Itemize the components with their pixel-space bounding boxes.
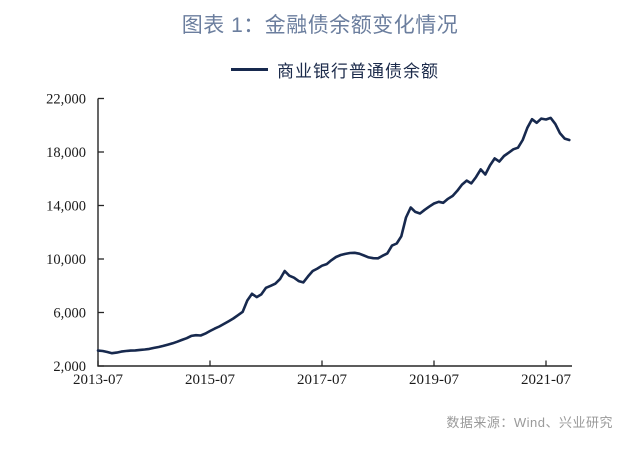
y-tick-label: 10,000: [46, 252, 86, 268]
y-tick-label: 2,000: [53, 359, 86, 375]
x-tick-label: 2015-07: [185, 372, 235, 388]
y-tick-label: 14,000: [46, 199, 86, 215]
y-tick-label: 6,000: [53, 306, 86, 322]
y-tick-label: 18,000: [46, 145, 86, 161]
x-tick-label: 2013-07: [73, 372, 123, 388]
data-source-note: 数据来源：Wind、兴业研究: [446, 415, 613, 430]
legend-line-swatch: [231, 67, 268, 71]
legend-series-label: 商业银行普通债余额: [277, 61, 439, 81]
y-tick-label: 22,000: [46, 92, 86, 108]
x-tick-label: 2017-07: [297, 372, 347, 388]
x-tick-label: 2021-07: [521, 372, 571, 388]
legend: 商业银行普通债余额: [98, 58, 572, 81]
chart-title: 图表 1：金融债余额变化情况: [181, 14, 459, 37]
axis-lines: [97, 98, 572, 367]
line-series: [96, 116, 571, 355]
x-tick-label: 2019-07: [409, 372, 459, 388]
